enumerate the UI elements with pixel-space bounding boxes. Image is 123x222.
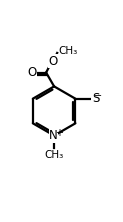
- Text: +: +: [55, 127, 63, 137]
- Text: O: O: [27, 66, 36, 79]
- Text: N: N: [49, 129, 58, 142]
- Text: CH₃: CH₃: [45, 150, 64, 160]
- Text: −: −: [94, 91, 102, 101]
- Text: S: S: [92, 92, 99, 105]
- Text: CH₃: CH₃: [58, 46, 78, 56]
- Text: O: O: [48, 55, 58, 68]
